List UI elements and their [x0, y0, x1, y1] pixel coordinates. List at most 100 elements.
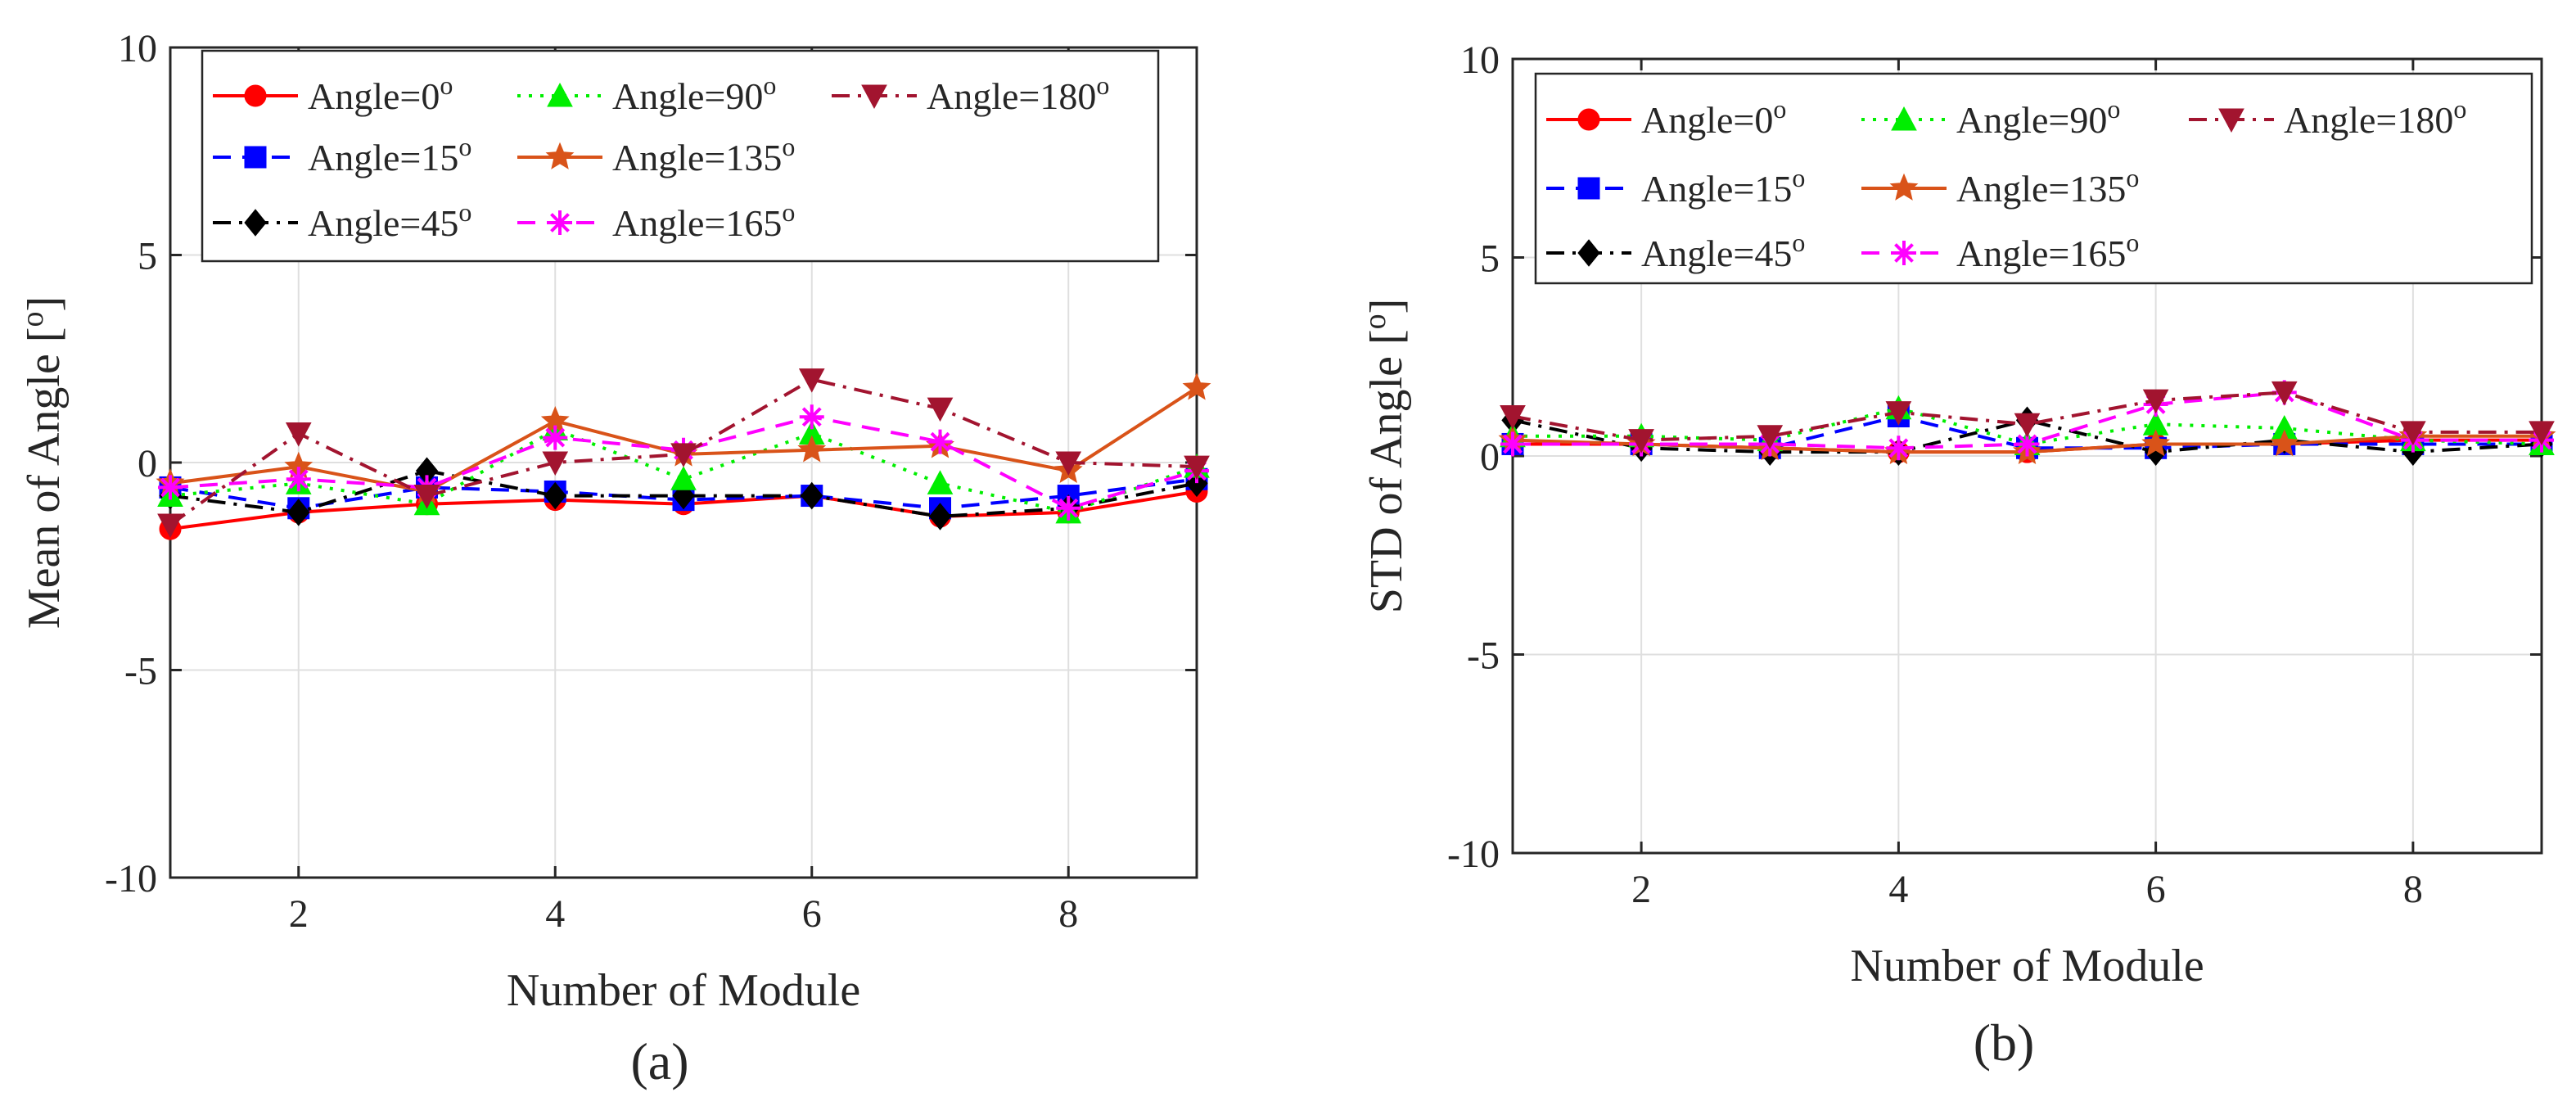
data-point	[2270, 429, 2299, 457]
data-point	[1886, 436, 1911, 461]
legend-label: Angle=180o	[2284, 94, 2466, 141]
legend-label: Angle=0o	[308, 70, 453, 117]
legend-label-text: Angle=45	[308, 202, 458, 244]
data-point	[1500, 431, 1525, 457]
x-tick-label: 8	[1058, 892, 1078, 936]
legend-marker	[1889, 173, 1919, 201]
data-point	[543, 425, 568, 450]
legend-box	[201, 49, 1160, 263]
legend-marker	[1577, 177, 1600, 200]
legend-marker	[1891, 106, 1917, 131]
legend-label-text: Angle=0	[1641, 99, 1773, 141]
data-point	[286, 467, 311, 492]
legend-marker	[1577, 108, 1600, 131]
data-point	[797, 435, 827, 463]
data-point	[1184, 455, 1210, 481]
legend-label-text: Angle=165	[1956, 232, 2126, 274]
legend-label: Angle=0o	[1641, 94, 1786, 141]
legend-label-text: Angle=135	[612, 137, 782, 178]
data-point	[1500, 405, 1526, 430]
y-tick-label: -10	[105, 857, 157, 901]
legend-label: Angle=45o	[308, 197, 471, 244]
legend-label-degree: o	[2126, 163, 2139, 192]
data-point	[2014, 431, 2040, 457]
data-point	[287, 499, 310, 526]
y-axis-label-text: STD of Angle [	[1361, 329, 1412, 613]
data-point	[2529, 421, 2555, 445]
data-point	[1757, 425, 1784, 449]
data-point	[798, 368, 825, 393]
legend-label-degree: o	[2453, 94, 2466, 124]
data-point	[2400, 421, 2426, 445]
data-point	[2142, 389, 2169, 414]
y-tick-label: -5	[1467, 634, 1500, 678]
y-axis-label-unit: o	[1358, 314, 1392, 329]
data-point	[1628, 429, 1654, 454]
legend-marker	[2218, 108, 2244, 133]
y-tick-label: 5	[1480, 237, 1500, 281]
legend-label-degree: o	[440, 70, 453, 100]
legend-label-degree: o	[1792, 228, 1805, 257]
legend-label: Angle=90o	[612, 70, 776, 117]
legend-label-text: Angle=135	[1956, 168, 2126, 210]
data-point	[285, 422, 312, 447]
x-tick-label: 6	[802, 892, 822, 936]
legend-marker	[244, 209, 267, 237]
legend-label-degree: o	[763, 70, 776, 100]
data-point	[801, 481, 823, 510]
legend-label: Angle=45o	[1641, 228, 1805, 274]
data-point	[158, 475, 183, 500]
y-tick-label: 5	[138, 235, 157, 278]
data-point	[2014, 413, 2041, 438]
legend-label: Angle=165o	[612, 197, 795, 244]
chart-b: 2 4 6 8 -10 -5 0 5 10 Number of Module STD of Angl…	[1358, 38, 2556, 1072]
legend-marker	[1892, 241, 1916, 265]
legend-label-text: Angle=180	[2284, 99, 2453, 141]
y-tick-label: 0	[1480, 436, 1500, 479]
legend-marker	[244, 146, 267, 169]
legend-label: Angle=15o	[1641, 163, 1805, 210]
y-tick-label: 10	[1460, 38, 1500, 82]
legend-marker	[244, 84, 267, 107]
x-tick-label: 4	[545, 892, 565, 936]
legend-marker	[547, 82, 573, 107]
legend-label-degree: o	[782, 197, 795, 227]
data-point	[2141, 429, 2171, 457]
y-axis-label-text: Mean of Angle [	[19, 327, 70, 630]
y-axis-label-unit: o	[16, 312, 50, 327]
data-point	[544, 481, 566, 510]
legend-label-degree: o	[782, 132, 795, 161]
data-point	[927, 397, 954, 422]
data-point	[928, 503, 952, 530]
x-tick-label: 8	[2403, 868, 2423, 911]
legend-label-text: Angle=180	[927, 75, 1096, 117]
y-axis-label: STD of Angle [o]	[1358, 299, 1412, 614]
series-line-angle-180	[169, 377, 1198, 526]
series-line-angle-45	[169, 469, 1198, 518]
data-point	[927, 429, 953, 454]
y-axis-label-close: ]	[1361, 299, 1412, 314]
legend-label-degree: o	[458, 132, 471, 161]
data-point	[2271, 381, 2298, 406]
chart-a: 2 4 6 8 -10 -5 0 5 10 Number of Module Mean of Ang…	[16, 27, 1211, 1090]
y-tick-label: 0	[138, 442, 157, 485]
legend-label: Angle=15o	[308, 132, 471, 178]
legend-label-degree: o	[2107, 94, 2120, 124]
data-point	[1885, 401, 1912, 426]
x-tick-label: 4	[1888, 868, 1908, 911]
legend: Angle=0oAngle=15oAngle=45oAngle=90oAngle…	[201, 49, 1160, 263]
series-line-angle-45	[1512, 418, 2542, 454]
data-point	[1056, 495, 1081, 521]
legend-marker	[545, 142, 575, 169]
legend-label-text: Angle=165	[612, 202, 782, 244]
data-point	[1182, 372, 1211, 400]
data-point	[157, 513, 183, 539]
legend-label-text: Angle=0	[308, 75, 440, 117]
y-axis-label-close: ]	[19, 296, 70, 312]
legend-label-degree: o	[2126, 228, 2139, 257]
x-tick-label: 2	[1631, 868, 1651, 911]
legend-label: Angle=135o	[612, 132, 795, 178]
legend-label-text: Angle=90	[1956, 99, 2107, 141]
data-point	[413, 485, 440, 509]
legend-label: Angle=90o	[1956, 94, 2120, 141]
